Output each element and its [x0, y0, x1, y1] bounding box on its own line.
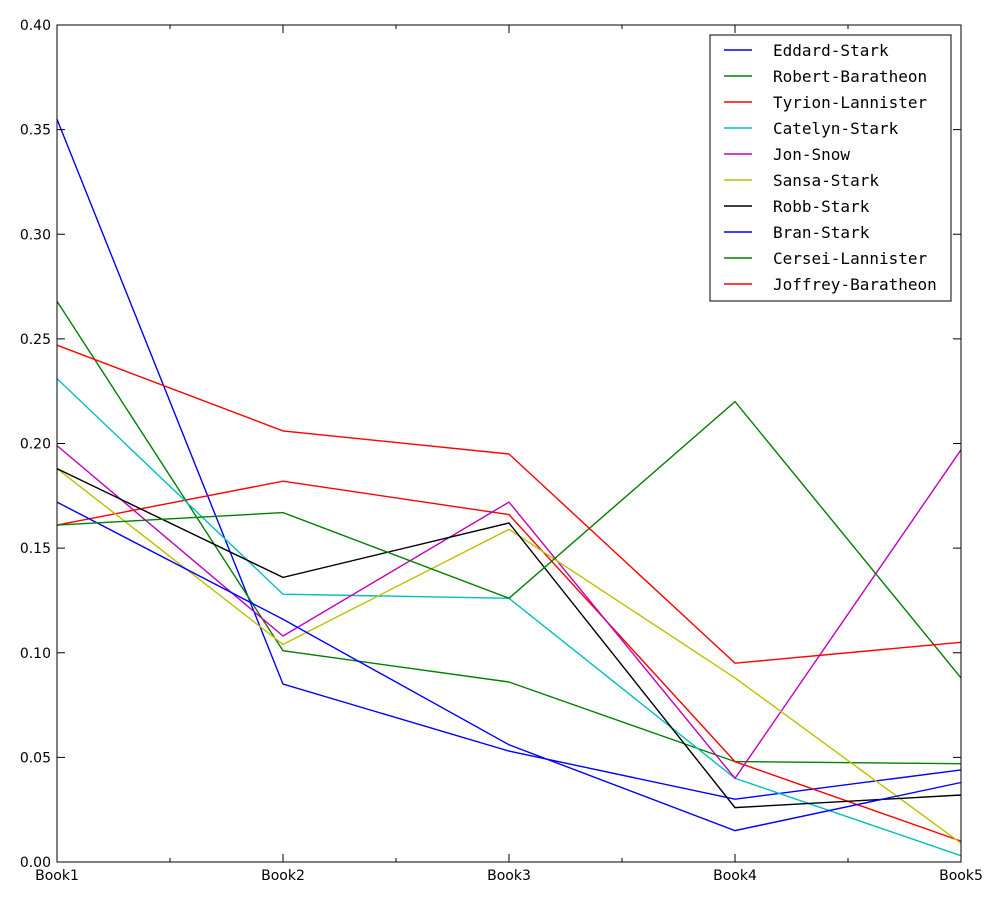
x-tick-label: Book2 [261, 868, 305, 884]
y-tick-label: 0.20 [20, 437, 51, 453]
x-tick-label: Book5 [939, 868, 983, 884]
legend-label: Cersei-Lannister [773, 249, 927, 268]
legend-label: Tyrion-Lannister [773, 93, 927, 112]
y-tick-label: 0.30 [20, 227, 51, 243]
legend: Eddard-Stark Robert-Baratheon Tyrion-Lanni… [709, 34, 952, 302]
series-line-sansa-stark [56, 468, 962, 844]
series-line-robb-stark [56, 467, 962, 809]
y-tick-label: 0.05 [20, 750, 51, 766]
series-line-joffrey-baratheon [56, 344, 962, 664]
y-tick-label: 0.00 [20, 855, 51, 871]
legend-box [709, 34, 952, 302]
x-tick-label: Book4 [713, 868, 757, 884]
series-line-jon-snow [56, 445, 962, 780]
legend-label: Catelyn-Stark [773, 119, 899, 138]
legend-label: Robert-Baratheon [773, 67, 927, 86]
series-line-bran-stark [56, 501, 962, 832]
y-tick-label: 0.25 [20, 332, 51, 348]
series-line-robert-baratheon [56, 300, 962, 765]
series-layer [56, 118, 962, 857]
y-tick-label: 0.15 [20, 541, 51, 557]
legend-label: Robb-Stark [773, 197, 870, 216]
legend-label: Eddard-Stark [773, 41, 889, 60]
y-axis: 0.00 0.05 0.10 0.15 0.20 0.25 0.30 0.35 0.40 [20, 18, 961, 871]
legend-label: Jon-Snow [773, 145, 850, 164]
legend-label: Bran-Stark [773, 223, 870, 242]
x-axis: Book1 Book2 Book3 Book4 Book5 [35, 25, 983, 884]
series-line-cersei-lannister [56, 400, 962, 679]
y-tick-label: 0.35 [20, 123, 51, 139]
legend-label: Joffrey-Baratheon [773, 275, 937, 294]
series-line-tyrion-lannister [56, 480, 962, 842]
y-tick-label: 0.10 [20, 646, 51, 662]
y-tick-label: 0.40 [20, 18, 51, 34]
x-tick-label: Book1 [35, 868, 79, 884]
legend-label: Sansa-Stark [773, 171, 879, 190]
x-tick-label: Book3 [487, 868, 531, 884]
